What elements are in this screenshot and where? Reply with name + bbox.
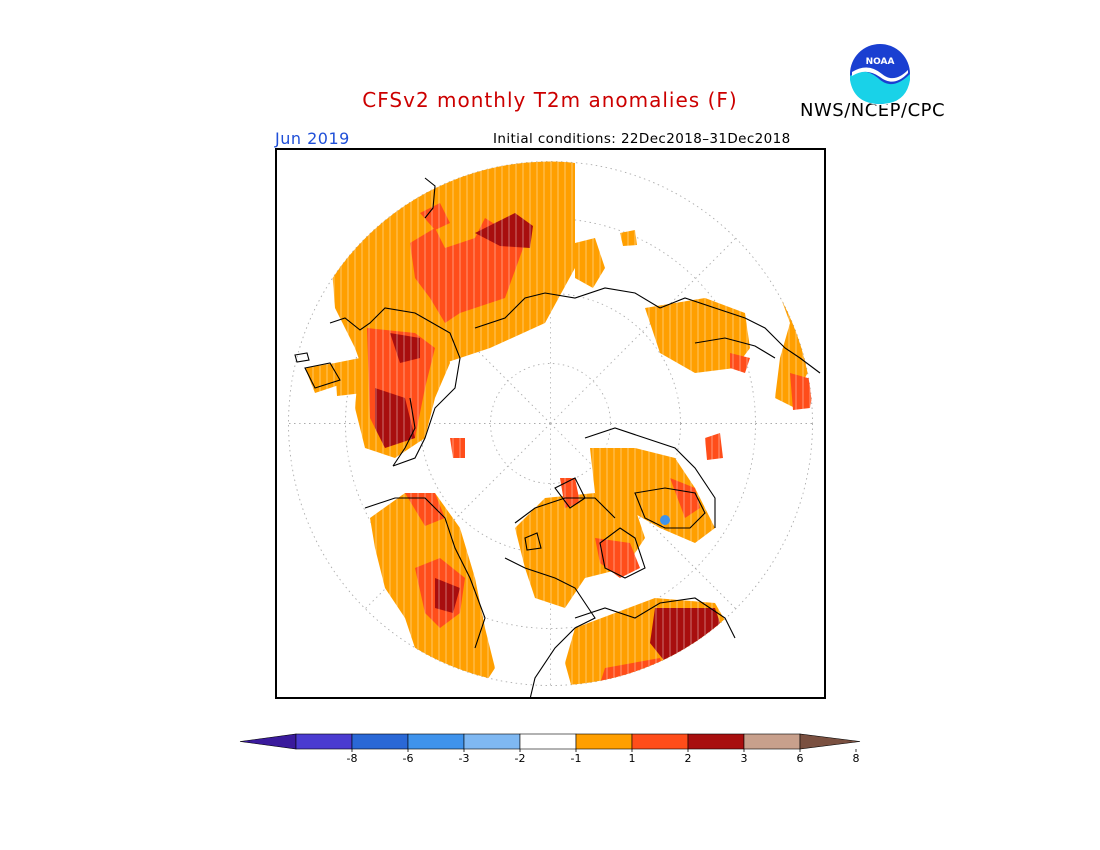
polar-map — [275, 148, 826, 699]
colorbar-swatch — [743, 733, 801, 750]
colorbar-tick-label: 6 — [797, 752, 804, 765]
colorbar-swatch — [575, 733, 633, 750]
anomaly-cold-spot — [660, 515, 670, 525]
chart-title: CFSv2 monthly T2m anomalies (F) — [362, 88, 738, 112]
organization-label: NWS/NCEP/CPC — [800, 100, 946, 121]
colorbar-swatch — [631, 733, 689, 750]
colorbar-swatch — [407, 733, 465, 750]
colorbar-swatch — [519, 733, 577, 750]
colorbar-tick-label: -1 — [571, 752, 582, 765]
colorbar-tick-label: 3 — [741, 752, 748, 765]
colorbar-swatch — [463, 733, 521, 750]
colorbar-tick-label: 1 — [629, 752, 636, 765]
colorbar-left-arrow — [239, 733, 297, 750]
colorbar-right-arrow — [799, 733, 861, 750]
initial-conditions: Initial conditions: 22Dec2018–31Dec2018 — [493, 131, 791, 147]
colorbar: -8 -6 -3 -2 -1 1 2 3 6 8 — [239, 733, 861, 765]
colorbar-tick-label: -3 — [459, 752, 470, 765]
colorbar-swatch — [351, 733, 409, 750]
colorbar-swatch — [687, 733, 745, 750]
anomaly-fields — [288, 161, 813, 686]
colorbar-tick-label: -8 — [347, 752, 358, 765]
colorbar-swatch — [295, 733, 353, 750]
colorbar-tick-label: -6 — [403, 752, 414, 765]
colorbar-tick-label: 8 — [853, 752, 860, 765]
hatch-overlay — [288, 161, 813, 686]
colorbar-tick-label: -2 — [515, 752, 526, 765]
noaa-logo: NOAA — [849, 43, 911, 105]
logo-text: NOAA — [866, 57, 895, 67]
map-frame — [275, 148, 826, 699]
colorbar-tick-label: 2 — [685, 752, 692, 765]
coastlines — [294, 177, 821, 699]
forecast-month: Jun 2019 — [275, 129, 350, 148]
